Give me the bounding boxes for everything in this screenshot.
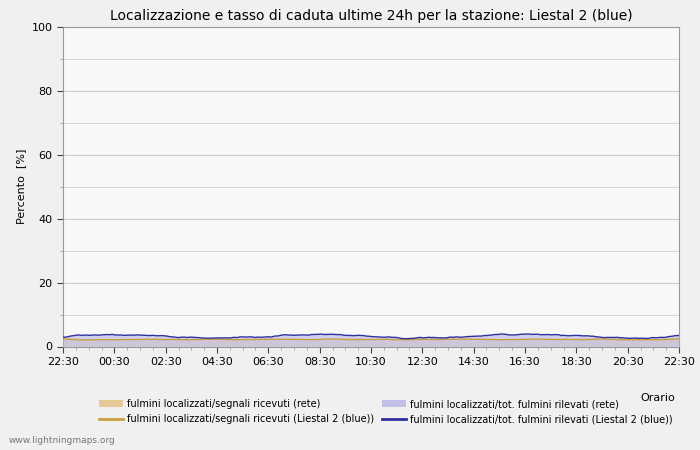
Title: Localizzazione e tasso di caduta ultime 24h per la stazione: Liestal 2 (blue): Localizzazione e tasso di caduta ultime … (110, 9, 632, 23)
Text: Orario: Orario (640, 393, 676, 403)
Text: www.lightningmaps.org: www.lightningmaps.org (8, 436, 115, 445)
Y-axis label: Percento  [%]: Percento [%] (16, 149, 26, 225)
Legend: fulmini localizzati/segnali ricevuti (rete), fulmini localizzati/segnali ricevut: fulmini localizzati/segnali ricevuti (re… (99, 399, 673, 424)
